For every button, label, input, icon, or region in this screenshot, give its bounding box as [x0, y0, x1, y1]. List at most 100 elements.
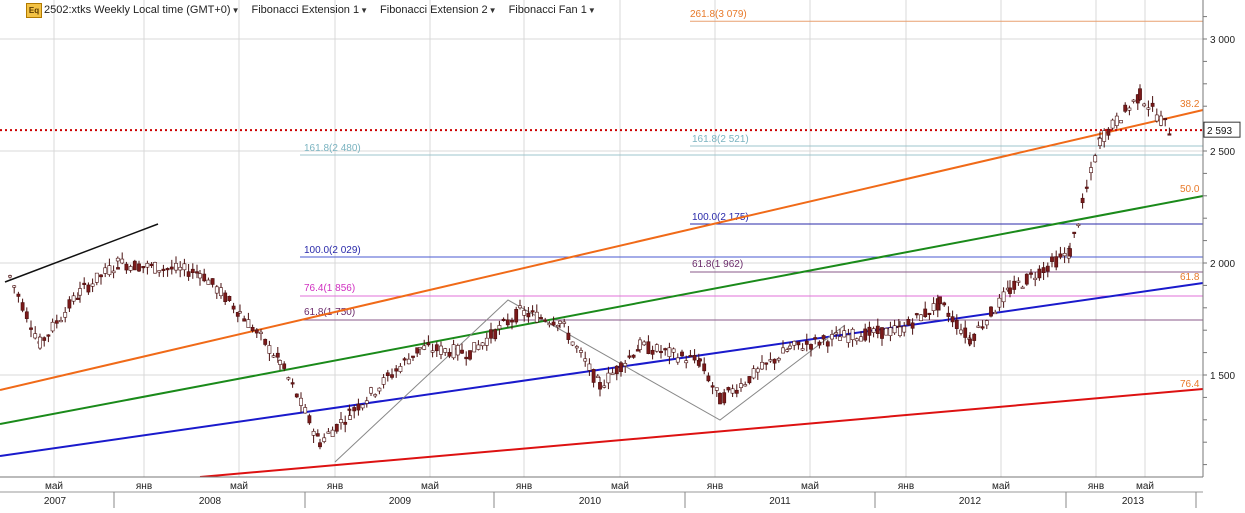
candle — [1054, 256, 1059, 268]
candle — [227, 295, 232, 301]
candle — [684, 360, 689, 364]
candle — [348, 415, 352, 420]
time-axis-month-label: янв — [1088, 481, 1104, 492]
candle — [318, 442, 322, 448]
candle — [235, 312, 240, 317]
candle — [1045, 265, 1050, 272]
candle — [730, 388, 735, 394]
candle — [1142, 103, 1147, 107]
candle — [451, 344, 456, 359]
candle — [859, 336, 863, 342]
fib-extension-2-menu[interactable]: Fibonacci Extension 2 ▼ — [380, 4, 503, 16]
candle — [418, 347, 422, 350]
candle — [1041, 267, 1046, 274]
candle — [846, 334, 851, 343]
candle — [830, 334, 834, 340]
time-axis-month-label: май — [801, 481, 819, 492]
candle — [16, 293, 21, 297]
candle — [115, 257, 120, 262]
candle — [938, 296, 942, 305]
candle — [484, 337, 489, 346]
candle — [919, 314, 923, 322]
candle — [631, 354, 636, 358]
time-axis-year-label: 2009 — [389, 496, 412, 507]
candle — [326, 431, 331, 434]
candle — [347, 408, 352, 411]
candle — [430, 350, 435, 353]
candle — [299, 397, 303, 406]
candle — [1159, 115, 1163, 126]
candle — [360, 404, 365, 409]
candle — [522, 310, 527, 316]
candle — [1020, 286, 1025, 289]
candle — [800, 348, 805, 351]
candle — [439, 345, 443, 355]
candle — [1062, 253, 1067, 257]
fib-anchor-zigzag — [334, 299, 846, 463]
candle — [743, 384, 748, 387]
candle — [1131, 99, 1136, 102]
candle — [99, 274, 103, 278]
candle — [231, 305, 236, 310]
candle — [954, 319, 959, 329]
candle — [902, 325, 907, 333]
time-axis-year-label: 2012 — [959, 496, 982, 507]
symbol-menu[interactable]: 2502:xtks Weekly Local time (GMT+0) ▼ — [44, 4, 245, 16]
candle — [595, 375, 600, 378]
candle — [1167, 133, 1172, 136]
candle — [1114, 115, 1119, 126]
candle — [591, 369, 596, 383]
time-axis-year-label: 2008 — [199, 496, 222, 507]
fib-level-label: 76.4(1 856) — [304, 283, 355, 294]
candle — [804, 340, 809, 345]
candle — [267, 345, 272, 354]
candle — [206, 279, 211, 285]
candle — [415, 347, 420, 354]
candle — [71, 295, 76, 302]
candle — [850, 328, 855, 340]
candle — [505, 319, 510, 326]
candle — [214, 286, 219, 294]
candle — [551, 321, 556, 326]
time-axis-year-label: 2011 — [769, 496, 791, 507]
candle — [59, 320, 63, 323]
candle — [989, 306, 993, 317]
candle — [534, 311, 539, 323]
fib-fan-line — [0, 195, 1204, 425]
candle — [161, 268, 166, 271]
candle — [381, 377, 386, 385]
candle — [892, 325, 897, 334]
candle — [1106, 128, 1111, 136]
fib-level-label: 161.8(2 521) — [692, 134, 749, 145]
candle — [315, 433, 320, 437]
candle — [579, 350, 583, 353]
candle — [29, 327, 33, 330]
candle — [1037, 268, 1042, 279]
fib-fan-label: 50.0 — [1180, 184, 1200, 195]
candle — [480, 342, 485, 347]
fib-fan-1-menu[interactable]: Fibonacci Fan 1 ▼ — [509, 4, 602, 16]
candle — [838, 336, 842, 341]
candle — [976, 325, 981, 328]
candle — [198, 273, 202, 279]
candle — [817, 341, 822, 346]
time-axis-month-label: янв — [136, 481, 152, 492]
time-axis-month-label: май — [611, 481, 629, 492]
fib-extension-1-menu[interactable]: Fibonacci Extension 1 ▼ — [251, 4, 374, 16]
candle — [768, 359, 773, 362]
fib-extension-1-label: Fibonacci Extension 1 — [251, 4, 360, 16]
candle — [1080, 197, 1085, 204]
candle — [275, 352, 280, 358]
fib-fan-label: 61.8 — [1180, 272, 1200, 283]
candle — [145, 263, 150, 268]
eq-icon[interactable]: Eq — [26, 2, 42, 18]
candle — [514, 308, 519, 323]
candle — [518, 305, 522, 309]
candle — [210, 278, 215, 285]
candle — [914, 313, 919, 316]
candle — [464, 356, 469, 360]
time-axis-year-label: 2007 — [44, 496, 67, 507]
candle — [501, 318, 506, 322]
